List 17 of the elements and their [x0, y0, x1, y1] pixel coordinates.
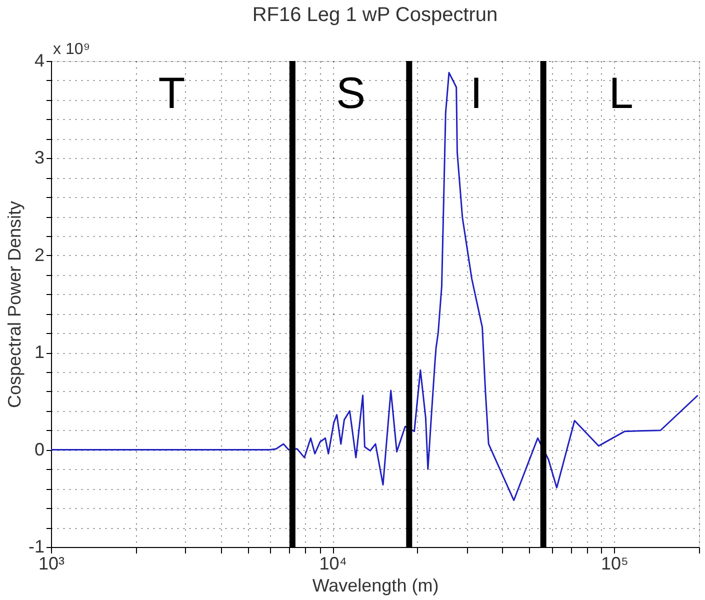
x-tick-label: 10⁴: [319, 554, 347, 574]
y-tick-label: 2: [34, 244, 44, 265]
annotation: T: [158, 69, 186, 118]
x-axis-title: Wavelength (m): [312, 576, 439, 596]
y-tick-label: 0: [34, 439, 44, 460]
annotation: I: [470, 69, 482, 118]
y-tick-label: 3: [34, 148, 44, 168]
y-tick-label: 4: [34, 50, 44, 70]
y-tick-label: -1: [28, 536, 44, 556]
x-tick-label: 10³: [38, 554, 65, 574]
x-tick-label: 10⁵: [600, 554, 628, 574]
annotation: S: [336, 69, 366, 118]
annotation: L: [608, 69, 634, 118]
y-tick-label: 1: [34, 342, 44, 362]
text: x 10⁹: [53, 41, 90, 58]
chart-title: RF16 Leg 1 wP Cospectrun: [252, 4, 498, 26]
y-axis-title: Cospectral Power Density: [4, 200, 24, 408]
